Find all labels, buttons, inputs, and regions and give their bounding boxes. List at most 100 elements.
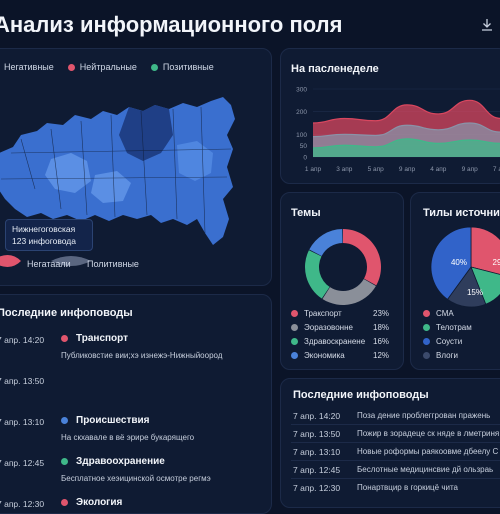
category-dot-icon — [61, 335, 68, 342]
right-feed-item-time: 7 апр. 13:50 — [293, 429, 341, 439]
pie-slice-label: 15% — [467, 288, 483, 297]
area-series-line — [312, 138, 500, 149]
left-feed-title: Последние инфоповоды — [0, 307, 133, 319]
topics-panel: Темы Трaкспорт 23% Эоразовонне 18% Здравоскр… — [280, 192, 404, 370]
topics-legend-pct: 18% — [373, 323, 390, 332]
y-tick-label: 200 — [296, 109, 307, 116]
right-feed-separator — [291, 442, 500, 443]
feed-item-time: 7 апр. 12:45 — [0, 458, 45, 468]
right-feed-item-time: 7 апр. 12:45 — [293, 465, 341, 475]
map-panel: Нижнегоговская 123 инфоговода Негатаали … — [0, 48, 272, 286]
area-series[interactable] — [313, 138, 500, 157]
category-dot-icon — [61, 458, 68, 465]
right-feed-separator — [291, 478, 500, 479]
feed-item-time: 7 апр. 12:30 — [0, 499, 45, 509]
feed-item-time: 7 апр. 14:20 — [0, 335, 45, 345]
feed-item-category[interactable]: Экология — [61, 497, 122, 508]
feed-item-category-label: Транспорт — [76, 333, 129, 344]
sources-legend-label: Соусти — [436, 337, 463, 346]
right-feed-title: Последние инфоповоды — [293, 389, 429, 401]
sources-legend-item[interactable]: Телотрам — [423, 323, 472, 332]
feed-item-text[interactable]: Публиковстие вии;хэ изнежэ-Нижныйоород — [61, 351, 223, 360]
donut-slice[interactable] — [343, 229, 381, 286]
category-dot-icon — [61, 499, 68, 506]
right-feed-item-text[interactable]: Пожир в зорадеце ск няде в лметриня — [357, 429, 500, 438]
right-feed-item-text[interactable]: Новые роформы раякоовме дбеелу С — [357, 447, 499, 456]
topics-legend-label: Эоразовонне — [304, 323, 353, 332]
donut-slice[interactable] — [322, 279, 376, 305]
right-feed-item-text[interactable]: Беслотные медицинсвие дй ользраь — [357, 465, 494, 474]
sources-pie-chart[interactable]: 40% 29 15% — [411, 219, 500, 319]
topics-legend-pct: 16% — [373, 337, 390, 346]
legend-item-positive[interactable]: Позитивные — [150, 62, 214, 72]
pie-slice[interactable] — [430, 226, 472, 300]
positive-dot-icon — [150, 63, 158, 71]
sources-panel: Тилы источнико 40% 29 15% СМА Телотрам Соуст… — [410, 192, 500, 370]
x-tick-label: 4 апр — [430, 166, 447, 173]
feed-item-category-label: Экология — [76, 497, 123, 508]
right-feed-item-time: 7 апр. 12:30 — [293, 483, 341, 493]
right-feed-item-time: 7 апр. 13:10 — [293, 447, 341, 457]
sources-legend-item[interactable]: Влоги — [423, 351, 458, 360]
pie-slice-label: 29 — [493, 258, 500, 267]
pie-slice[interactable] — [470, 226, 500, 277]
topics-legend-label: Трaкспорт — [304, 309, 342, 318]
feed-item-category[interactable]: Здравоохранение — [61, 456, 165, 467]
x-tick-label: 5 апр — [368, 166, 385, 173]
y-tick-label: 300 — [296, 87, 307, 94]
donut-slice[interactable] — [309, 229, 343, 256]
x-tick-label: 9 апр — [399, 166, 416, 173]
right-feed-separator — [291, 460, 500, 461]
topics-legend-item[interactable]: Здравоскранене — [291, 337, 365, 346]
feed-item-text[interactable]: На скхавале в вё эрире букарящего — [61, 433, 195, 442]
legend-dot-icon — [423, 310, 430, 317]
y-tick-label: 50 — [300, 143, 308, 150]
feed-item-category-label: Происшествия — [76, 415, 150, 426]
feed-item-text[interactable]: Бесплатное хеэицинской осмотре регмэ — [61, 474, 211, 483]
weekly-area-chart[interactable]: 0 50 100 200 300 1 апр 3 апр 5 апр 9 апр 4 апр 9 а… — [281, 49, 500, 184]
tooltip-count: 123 инфоговода — [12, 236, 76, 246]
x-tick-label: 9 апр — [462, 166, 479, 173]
right-feed-separator — [291, 424, 500, 425]
donut-slice[interactable] — [305, 250, 330, 299]
area-series-line — [312, 122, 500, 138]
feed-item-time: 7 апр. 13:50 — [0, 376, 45, 386]
right-feed-panel: Последние инфоповоды 7 апр. 14:20 Поза де… — [280, 378, 500, 508]
y-tick-label: 0 — [303, 155, 307, 162]
pie-slice-label: 40% — [451, 258, 467, 267]
sources-legend-item[interactable]: Соусти — [423, 337, 462, 346]
weekly-chart-title: На пасленеделе — [291, 63, 379, 75]
sources-legend-label: Телотрам — [436, 323, 472, 332]
topics-title: Темы — [291, 207, 321, 219]
neutral-dot-icon — [67, 63, 75, 71]
page-title: Анализ информационного поля — [0, 12, 343, 37]
russia-map[interactable] — [0, 49, 272, 286]
right-feed-item-text[interactable]: Понартвцир в горкицё чита — [357, 483, 458, 492]
feed-item-category[interactable]: Происшествия — [61, 415, 149, 426]
weekly-chart-panel: На пасленеделе 0 50 100 200 300 1 апр 3 апр 5 а… — [280, 48, 500, 184]
map-bottom-legend-2: Политивные — [87, 259, 139, 269]
topics-legend-item[interactable]: Трaкспорт — [291, 309, 342, 318]
legend-item-neutral[interactable]: Нейтральные — [67, 62, 137, 72]
topics-legend-item[interactable]: Экономика — [291, 351, 345, 360]
topics-legend-item[interactable]: Эоразовонне — [291, 323, 353, 332]
category-dot-icon — [61, 417, 68, 424]
legend-dot-icon — [291, 324, 298, 331]
topics-legend-pct: 12% — [373, 351, 390, 360]
right-feed-item-text[interactable]: Поза дение проблеггрован пражень — [357, 411, 491, 420]
legend-dot-icon — [291, 310, 298, 317]
topics-legend-label: Здравоскранене — [304, 337, 366, 346]
sources-legend-label: Влоги — [436, 351, 458, 360]
tooltip-region: Нижнегоговская — [12, 224, 76, 234]
feed-item-time: 7 апр. 13:10 — [0, 417, 45, 427]
feed-item-category-label: Здравоохранение — [76, 456, 165, 467]
feed-item-category[interactable]: Транспорт — [61, 333, 128, 344]
download-icon[interactable] — [480, 18, 494, 32]
legend-dot-icon — [291, 352, 298, 359]
topics-legend-label: Экономика — [304, 351, 345, 360]
topics-donut-chart[interactable] — [281, 219, 404, 319]
x-tick-label: 1 апр — [305, 166, 322, 173]
legend-item-negative[interactable]: Негативные — [4, 62, 54, 72]
sources-legend-item[interactable]: СМА — [423, 309, 454, 318]
sources-legend-label: СМА — [436, 309, 454, 318]
